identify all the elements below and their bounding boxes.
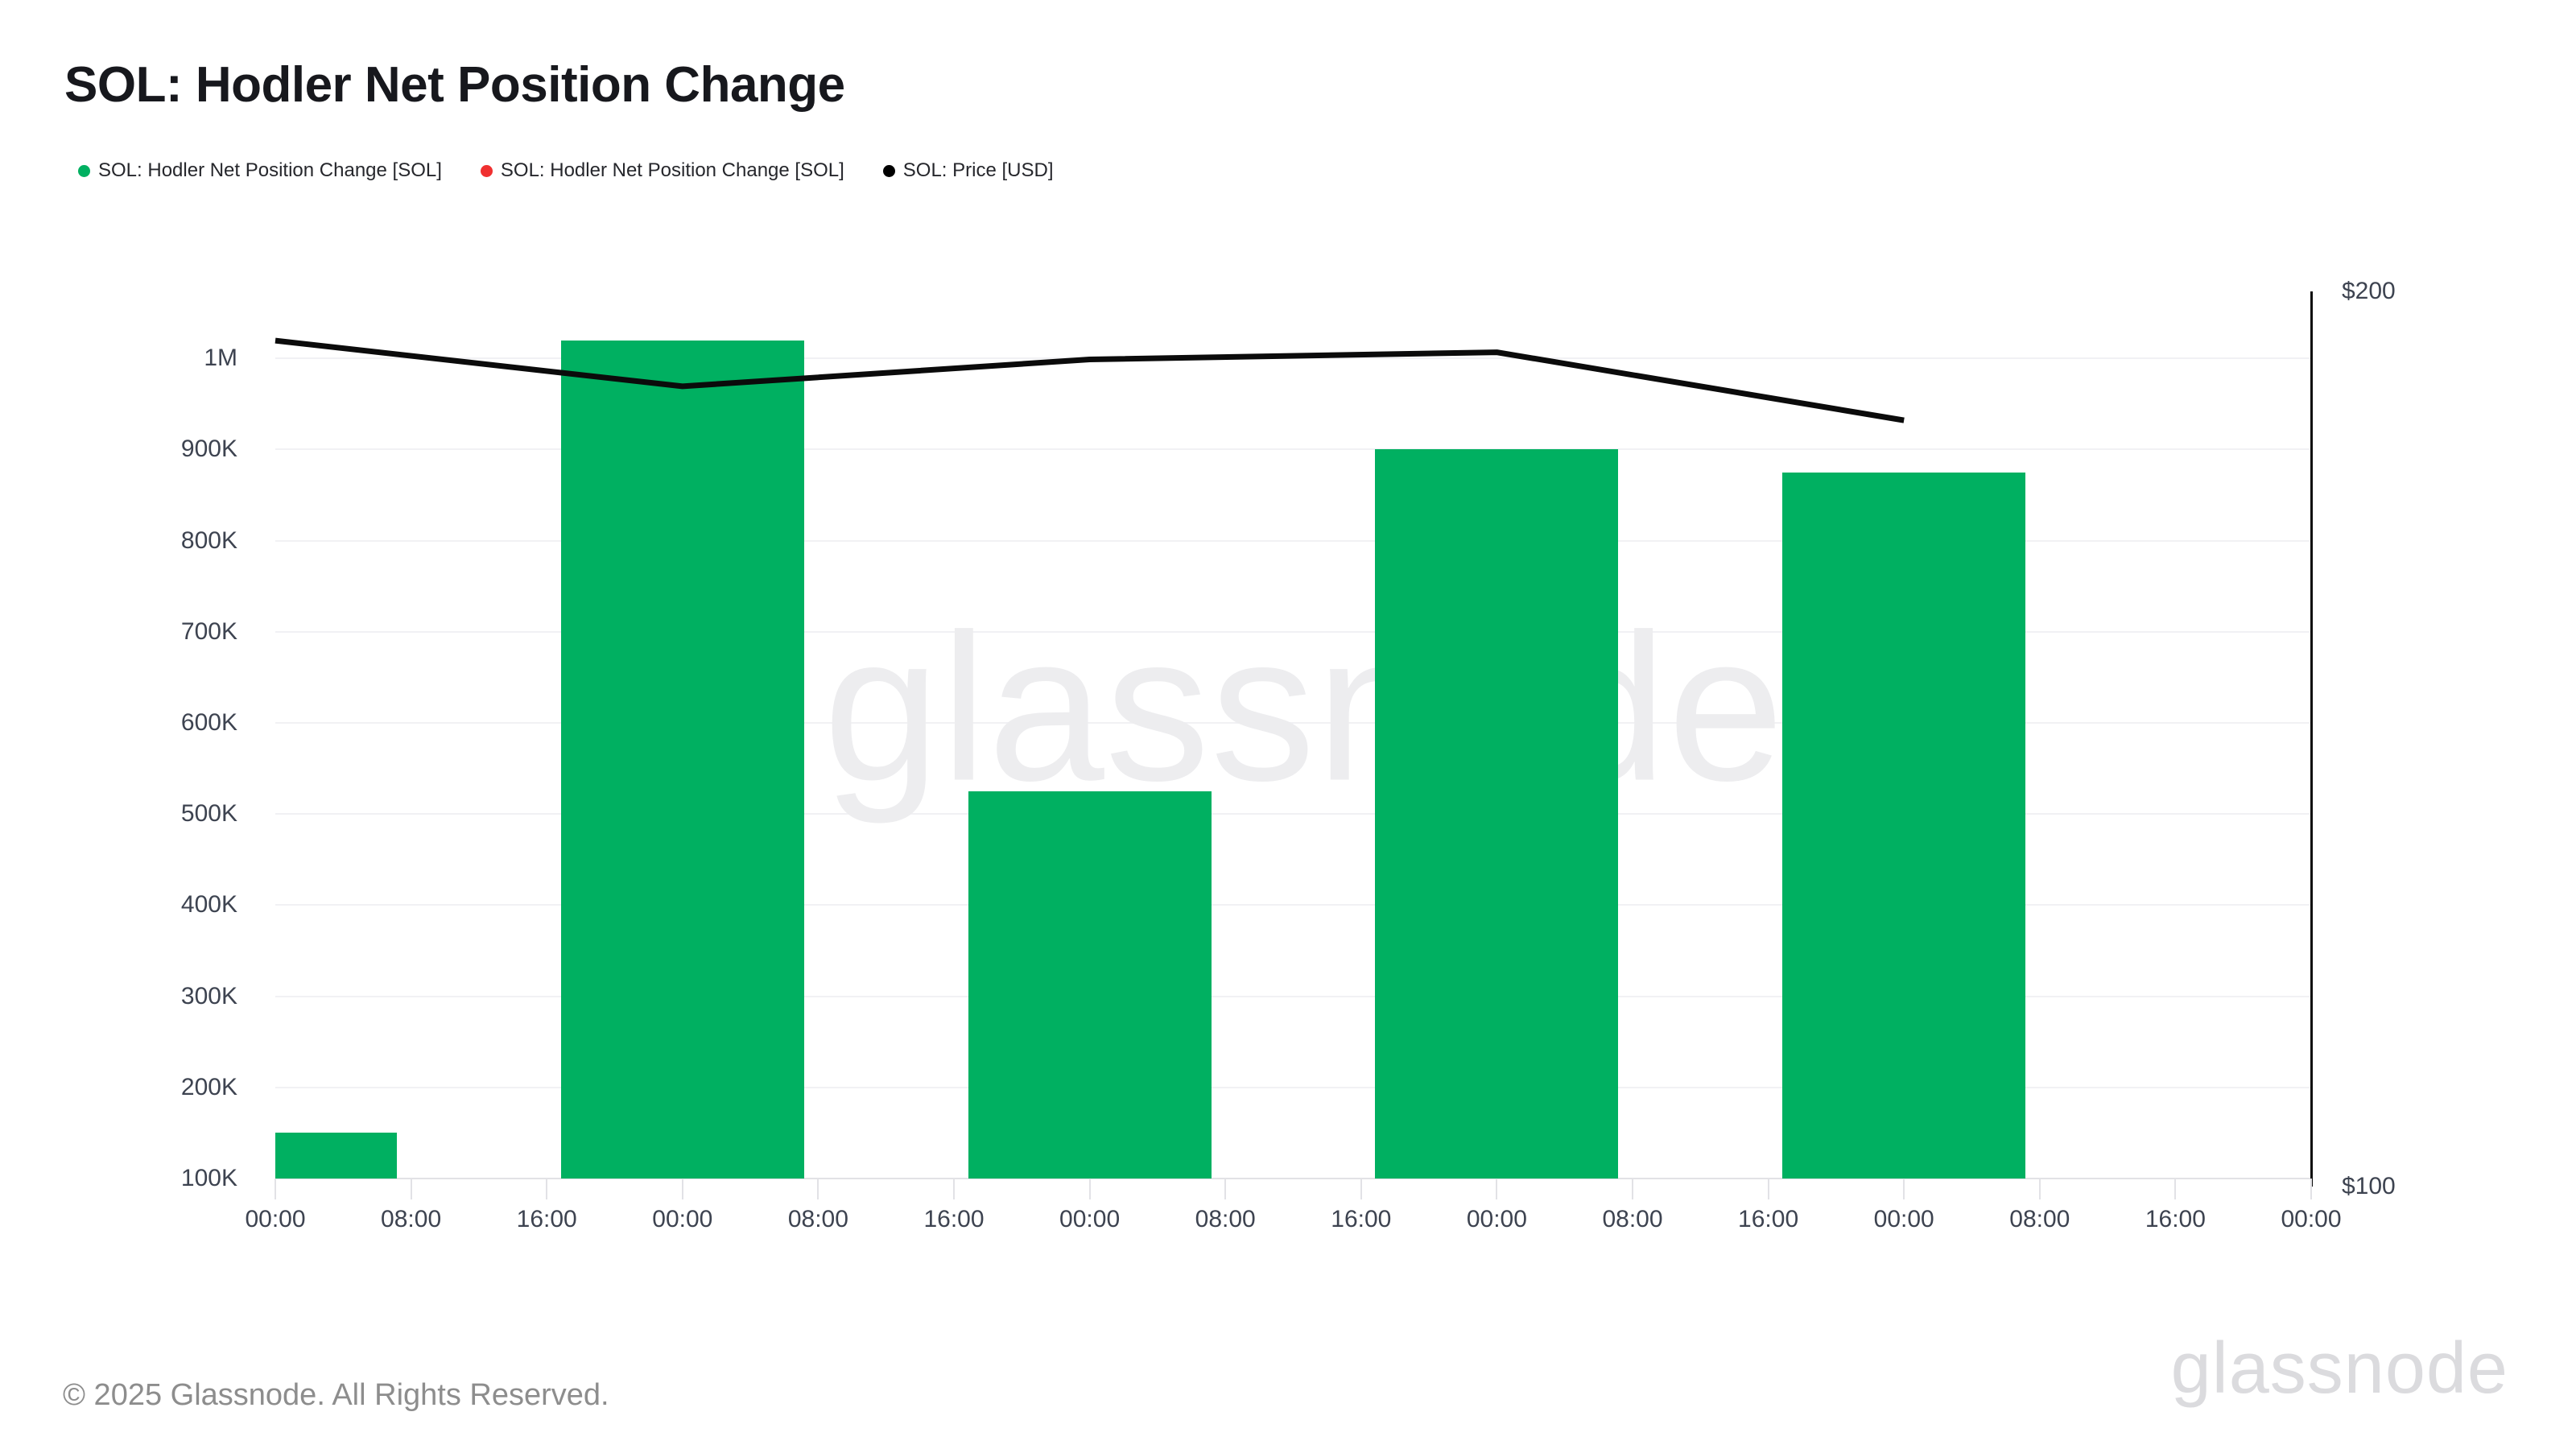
x-axis-tick-label: 08:00 xyxy=(1195,1206,1256,1232)
legend-item-hodler-net-position-red: SOL: Hodler Net Position Change [SOL] xyxy=(480,159,844,182)
x-axis-tick-label: 00:00 xyxy=(2281,1206,2342,1232)
gridline xyxy=(275,722,2311,724)
x-tick-mark xyxy=(2174,1179,2177,1199)
legend: SOL: Hodler Net Position Change [SOL] SO… xyxy=(78,159,1054,182)
x-tick-mark xyxy=(410,1179,412,1199)
x-axis-tick-label: 08:00 xyxy=(381,1206,442,1232)
price-axis-line xyxy=(2310,291,2313,1187)
y-axis-tick-label: 800K xyxy=(180,526,237,554)
x-tick-mark xyxy=(681,1179,683,1199)
bar xyxy=(560,340,804,1179)
y-axis-tick-label: 900K xyxy=(180,436,237,463)
x-tick-mark xyxy=(1632,1179,1633,1199)
legend-dot-red-icon xyxy=(480,164,493,177)
y-axis-tick-label: 600K xyxy=(180,709,237,736)
price-axis-tick-label: $200 xyxy=(2342,278,2396,304)
gridline xyxy=(275,448,2311,451)
x-axis-tick-label: 16:00 xyxy=(516,1206,577,1232)
watermark-text: glassnode xyxy=(823,591,1785,825)
y-axis-tick-label: 300K xyxy=(180,982,237,1009)
x-axis-tick-label: 00:00 xyxy=(1466,1206,1527,1232)
x-axis-tick-label: 00:00 xyxy=(1059,1206,1121,1232)
legend-dot-black-icon xyxy=(882,164,895,177)
copyright-text: © 2025 Glassnode. All Rights Reserved. xyxy=(63,1378,609,1412)
gridline xyxy=(275,539,2311,542)
x-tick-mark xyxy=(2038,1179,2041,1199)
x-tick-mark xyxy=(1088,1179,1091,1199)
bar xyxy=(968,791,1212,1179)
glassnode-logo: glassnode xyxy=(2170,1328,2508,1409)
plot-area: glassnode xyxy=(275,291,2313,1199)
gridline xyxy=(275,813,2311,815)
gridline xyxy=(275,1178,2311,1179)
price-line xyxy=(275,337,1905,423)
x-tick-mark xyxy=(1360,1179,1362,1199)
gridline xyxy=(275,995,2311,997)
x-axis-tick-label: 08:00 xyxy=(1602,1206,1663,1232)
x-axis-tick-label: 16:00 xyxy=(1738,1206,1799,1232)
bar xyxy=(1782,472,2026,1179)
gridline xyxy=(275,630,2311,633)
x-axis-tick-label: 16:00 xyxy=(2145,1206,2206,1232)
x-axis-tick-label: 00:00 xyxy=(1873,1206,1934,1232)
x-axis-tick-label: 00:00 xyxy=(245,1206,306,1232)
x-tick-mark xyxy=(1496,1179,1498,1199)
y-axis-tick-label: 1M xyxy=(204,345,237,372)
legend-label: SOL: Price [USD] xyxy=(902,159,1054,181)
price-axis-tick-label: $100 xyxy=(2342,1173,2396,1199)
gridline xyxy=(275,1086,2311,1088)
gridline xyxy=(275,904,2311,906)
bars-layer xyxy=(275,291,2311,1179)
x-axis-tick-label: 16:00 xyxy=(923,1206,985,1232)
legend-item-hodler-net-position-green: SOL: Hodler Net Position Change [SOL] xyxy=(78,159,442,182)
x-axis-tick-label: 16:00 xyxy=(1331,1206,1392,1232)
y-axis-tick-label: 500K xyxy=(180,800,237,828)
price-line-chart xyxy=(275,337,1905,423)
x-tick-mark xyxy=(953,1179,955,1199)
legend-label: SOL: Hodler Net Position Change [SOL] xyxy=(98,159,442,181)
x-tick-mark xyxy=(275,1179,276,1199)
legend-dot-green-icon xyxy=(78,164,90,177)
x-axis-tick-label: 08:00 xyxy=(2009,1206,2070,1232)
y-axis-tick-label: 100K xyxy=(180,1165,237,1191)
page-title: SOL: Hodler Net Position Change xyxy=(64,57,845,113)
x-tick-mark xyxy=(817,1179,819,1199)
legend-item-price: SOL: Price [USD] xyxy=(882,159,1054,182)
y-axis-tick-label: 200K xyxy=(180,1073,237,1100)
x-axis-tick-label: 00:00 xyxy=(652,1206,713,1232)
x-tick-mark xyxy=(1224,1179,1227,1199)
y-axis-tick-label: 400K xyxy=(180,891,237,919)
legend-label: SOL: Hodler Net Position Change [SOL] xyxy=(500,159,844,181)
y-axis-tick-label: 700K xyxy=(180,617,237,645)
x-axis-tick-label: 08:00 xyxy=(787,1206,848,1232)
bar xyxy=(275,1133,397,1179)
x-tick-mark xyxy=(546,1179,548,1199)
x-tick-mark xyxy=(1767,1179,1769,1199)
bar xyxy=(1375,449,1619,1179)
x-tick-mark xyxy=(1903,1179,1905,1199)
x-tick-mark xyxy=(2310,1179,2312,1199)
